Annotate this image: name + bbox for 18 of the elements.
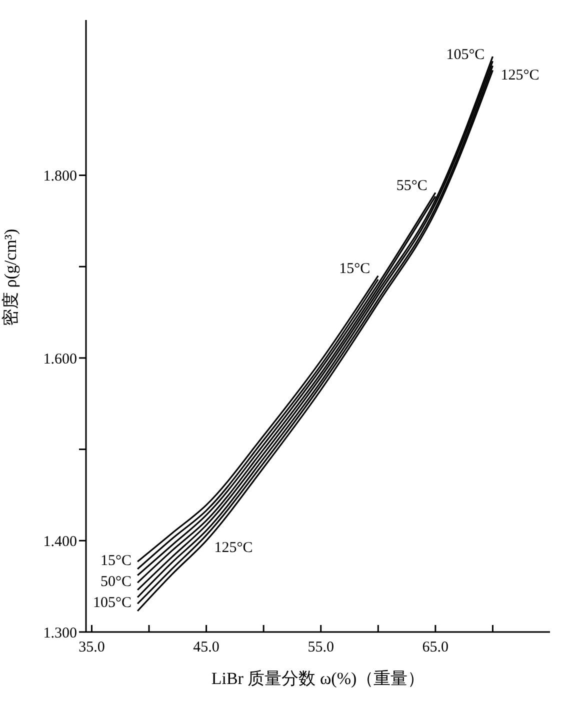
y-tick-label: 1.300	[43, 625, 77, 642]
x-tick-label: 45.0	[193, 640, 220, 656]
x-tick-label: 65.0	[422, 640, 449, 656]
annotation: 50°C	[100, 574, 132, 590]
y-tick-label: 1.400	[43, 534, 77, 550]
annotation: 15°C	[339, 261, 370, 278]
annotation: 125°C	[214, 540, 253, 556]
annotation: 105°C	[446, 47, 485, 64]
annotation: 55°C	[396, 178, 428, 194]
y-axis-title: 密度 ρ(g/cm³)	[1, 228, 20, 326]
x-axis-title: LiBr 质量分数 ω(%)（重量）	[211, 669, 425, 688]
x-tick-label: 35.0	[78, 640, 105, 656]
annotation: 105°C	[93, 595, 132, 612]
annotation: 15°C	[100, 553, 132, 570]
annotation: 125°C	[500, 68, 540, 84]
y-tick-label: 1.800	[43, 168, 77, 185]
y-tick-label: 1.600	[43, 351, 77, 368]
x-tick-label: 55.0	[308, 640, 334, 656]
